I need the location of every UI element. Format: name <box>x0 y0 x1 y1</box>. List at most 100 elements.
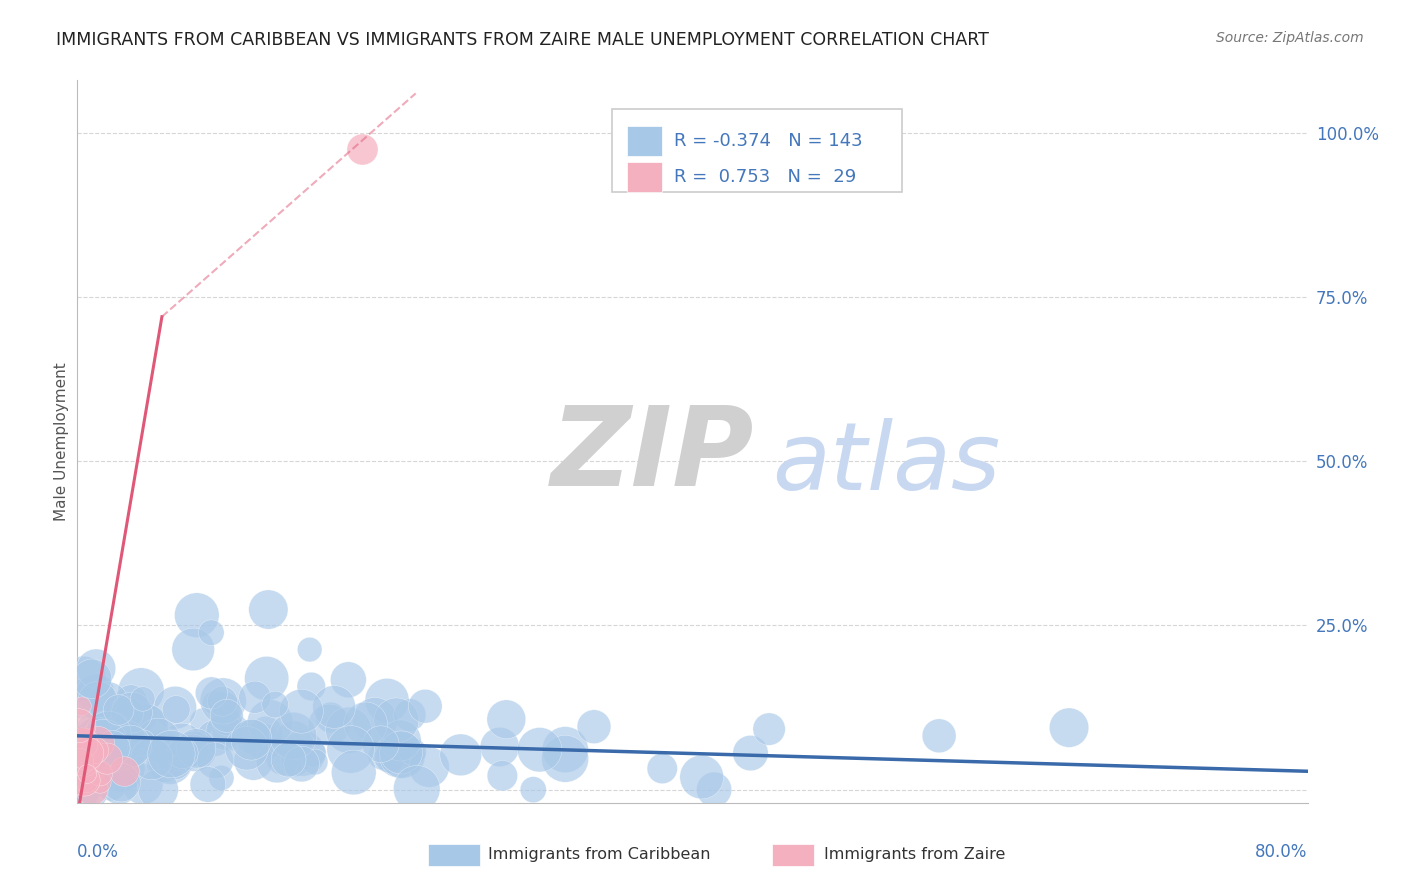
Point <box>83 740 105 755</box>
Point <box>82 734 104 748</box>
Point <box>204 731 226 746</box>
Point <box>73 743 96 757</box>
Point <box>343 765 366 780</box>
Point <box>236 741 259 756</box>
Point <box>211 694 233 708</box>
Point <box>84 743 107 757</box>
Point <box>243 690 266 705</box>
Point <box>266 755 288 769</box>
Point <box>240 732 263 747</box>
Point <box>254 725 277 739</box>
Point <box>215 714 238 728</box>
Point <box>291 747 314 761</box>
Point <box>120 694 142 708</box>
Bar <box>772 844 814 865</box>
Point <box>67 692 90 706</box>
Bar <box>627 126 662 156</box>
Point <box>70 756 93 771</box>
Point <box>129 683 152 698</box>
Point <box>690 770 713 784</box>
Point <box>758 722 780 736</box>
Point <box>76 782 98 797</box>
Point <box>70 699 93 714</box>
Point <box>388 748 411 763</box>
Point <box>253 735 276 749</box>
Text: 80.0%: 80.0% <box>1256 843 1308 861</box>
Point <box>318 718 340 732</box>
Point <box>67 764 90 779</box>
FancyBboxPatch shape <box>613 109 901 193</box>
Point <box>170 739 193 754</box>
Point <box>80 782 103 797</box>
Point <box>284 755 307 769</box>
Point <box>413 699 436 714</box>
Point <box>214 701 236 715</box>
Point <box>740 746 762 760</box>
Point <box>928 729 950 743</box>
Text: IMMIGRANTS FROM CARIBBEAN VS IMMIGRANTS FROM ZAIRE MALE UNEMPLOYMENT CORRELATION: IMMIGRANTS FROM CARIBBEAN VS IMMIGRANTS … <box>56 31 988 49</box>
Point <box>94 729 117 743</box>
Bar <box>627 162 662 193</box>
Point <box>108 780 131 794</box>
Point <box>301 746 323 760</box>
Point <box>84 686 107 700</box>
Point <box>89 766 111 780</box>
Point <box>259 715 281 730</box>
Text: R = -0.374   N = 143: R = -0.374 N = 143 <box>673 132 863 150</box>
Point <box>131 710 153 724</box>
Point <box>93 736 115 750</box>
Point <box>87 694 110 708</box>
Point <box>112 742 135 756</box>
Point <box>323 700 346 714</box>
Point <box>82 747 104 761</box>
Point <box>165 700 187 714</box>
Point <box>148 733 170 747</box>
Point <box>135 719 157 733</box>
Point <box>86 734 108 748</box>
Point <box>100 779 122 793</box>
Point <box>87 723 110 738</box>
Point <box>401 745 423 759</box>
Point <box>582 720 605 734</box>
Point <box>212 694 235 708</box>
Point <box>242 730 264 744</box>
Point <box>76 767 98 781</box>
Point <box>69 770 91 784</box>
Point <box>242 754 264 768</box>
Point <box>108 707 131 722</box>
Point <box>200 625 222 640</box>
Point <box>84 740 107 755</box>
Point <box>69 755 91 769</box>
Point <box>190 745 212 759</box>
Point <box>337 673 360 687</box>
Point <box>703 782 725 797</box>
Text: atlas: atlas <box>772 417 1001 508</box>
Point <box>495 712 517 726</box>
Point <box>291 757 314 772</box>
Point <box>398 707 420 722</box>
Point <box>450 747 472 762</box>
Point <box>283 733 305 747</box>
Point <box>350 142 373 156</box>
Point <box>204 754 226 768</box>
Bar <box>427 844 479 865</box>
Point <box>70 739 93 754</box>
Point <box>1057 721 1080 735</box>
Text: 0.0%: 0.0% <box>77 843 120 861</box>
Point <box>183 744 205 758</box>
Text: Source: ZipAtlas.com: Source: ZipAtlas.com <box>1216 31 1364 45</box>
Point <box>191 714 214 729</box>
Point <box>72 774 94 789</box>
Point <box>271 750 294 764</box>
Point <box>82 722 104 736</box>
Point <box>118 745 141 759</box>
Point <box>370 737 392 751</box>
Point <box>132 692 155 706</box>
Point <box>98 748 121 763</box>
Point <box>219 724 242 739</box>
Point <box>339 742 361 756</box>
Point <box>378 750 401 764</box>
Point <box>651 762 673 776</box>
Point <box>131 777 153 791</box>
Point <box>371 749 394 764</box>
